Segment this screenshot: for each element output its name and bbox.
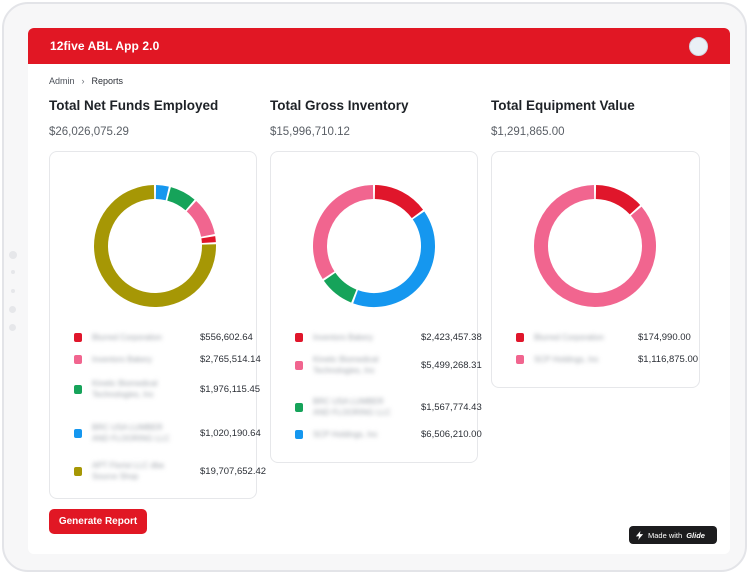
donut-chart: [94, 185, 216, 307]
side-button: [9, 306, 16, 313]
legend-item[interactable]: Blurred Corporation $174,990.00: [516, 332, 695, 343]
legend-swatch: [74, 333, 82, 342]
generate-report-button[interactable]: Generate Report: [49, 509, 147, 534]
legend-swatch: [74, 428, 82, 438]
breadcrumb-current: Reports: [91, 76, 124, 86]
donut-slice[interactable]: [166, 187, 195, 211]
legend-amount: $174,990.00: [638, 332, 691, 343]
chevron-right-icon: ›: [81, 76, 85, 86]
side-button: [11, 270, 15, 274]
donut-slice[interactable]: [534, 185, 656, 307]
side-button: [11, 289, 15, 293]
legend-swatch: [516, 355, 524, 364]
legend-amount: $1,116,875.00: [638, 354, 699, 365]
legend-amount: $6,506,210.00: [421, 429, 482, 440]
legend-name: BRC USA LUMBER AND FLOORING LLC: [313, 397, 391, 417]
bolt-icon: [635, 530, 644, 540]
legend-amount: $556,602.64: [200, 332, 253, 343]
legend-item[interactable]: Kinetic Biomedical Technologies, Inc $5,4…: [295, 354, 482, 376]
legend-amount: $1,020,190.64: [200, 427, 261, 439]
made-with-glide-badge[interactable]: Made with Glide: [629, 526, 717, 544]
legend-item[interactable]: APT Florist LLC dba Source Shop $19,707,6…: [74, 460, 266, 482]
app-header: 12five ABL App 2.0: [28, 28, 730, 64]
side-button: [9, 251, 17, 259]
report-card: Blurred Corporation $174,990.00 SCP Holdin…: [491, 151, 700, 388]
donut-slice[interactable]: [186, 200, 215, 238]
badge-brand: Glide: [686, 530, 705, 540]
donut-slice[interactable]: [201, 236, 216, 244]
legend-swatch: [295, 333, 303, 342]
legend-amount: $2,765,514.14: [200, 354, 261, 365]
user-avatar[interactable]: [689, 37, 708, 56]
report-title: Total Equipment Value: [491, 98, 635, 113]
donut-slice[interactable]: [353, 211, 435, 307]
report-total-value: $26,026,075.29: [49, 126, 129, 138]
legend-swatch: [74, 466, 82, 476]
report-card: Inventors Bakery $2,423,457.38 Kinetic Bio…: [270, 151, 482, 463]
donut-slice[interactable]: [374, 185, 424, 219]
donut-slice[interactable]: [323, 272, 357, 303]
legend-name: SCP Holdings, Inc: [313, 430, 378, 439]
legend-name: SCP Holdings, Inc: [534, 355, 599, 364]
legend-item[interactable]: Inventors Bakery $2,765,514.14: [74, 354, 261, 365]
legend-name: Blurred Corporation: [534, 333, 604, 342]
app-screen: 12five ABL App 2.0 Admin › Reports Total…: [28, 28, 730, 554]
legend-item[interactable]: BRC USA LUMBER AND FLOORING LLC $1,020,19…: [74, 422, 261, 444]
report-title: Total Gross Inventory: [270, 98, 409, 113]
breadcrumb: Admin › Reports: [49, 76, 123, 86]
side-button: [9, 324, 16, 331]
legend-name: Inventors Bakery: [313, 333, 374, 342]
donut-slice[interactable]: [595, 185, 641, 215]
legend-amount: $19,707,652.42: [200, 465, 267, 477]
donut-slice[interactable]: [313, 185, 374, 280]
legend-amount: $5,499,268.31: [421, 359, 482, 371]
legend-amount: $2,423,457.38: [421, 332, 482, 343]
legend-name: Kinetic Biomedical Technologies, Inc: [313, 355, 379, 375]
legend-item[interactable]: SCP Holdings, Inc $1,116,875.00: [516, 354, 699, 365]
legend-item[interactable]: BRC USA LUMBER AND FLOORING LLC $1,567,77…: [295, 396, 482, 418]
legend-swatch: [295, 430, 303, 439]
app-title: 12five ABL App 2.0: [50, 39, 160, 53]
badge-prefix: Made with: [648, 530, 683, 540]
donut-slice[interactable]: [155, 185, 169, 201]
legend-swatch: [516, 333, 524, 342]
legend-item[interactable]: Kinetic Biomedical Technologies, Inc $1,9…: [74, 378, 260, 400]
legend-name: Kinetic Biomedical Technologies, Inc: [92, 379, 158, 399]
legend-swatch: [295, 360, 303, 370]
report-card: Blurred Corporation $556,602.64 Inventors …: [49, 151, 266, 499]
legend-amount: $1,567,774.43: [421, 401, 482, 413]
legend-swatch: [74, 355, 82, 364]
legend-name: APT Florist LLC dba Source Shop: [92, 461, 164, 481]
donut-chart: [534, 185, 656, 307]
legend-amount: $1,976,115.45: [200, 383, 261, 395]
legend-swatch: [74, 384, 82, 394]
legend-item[interactable]: SCP Holdings, Inc $6,506,210.00: [295, 429, 482, 440]
report-total-value: $15,996,710.12: [270, 126, 350, 138]
donut-chart: [313, 185, 435, 307]
legend-name: Blurred Corporation: [92, 333, 162, 342]
report-total-value: $1,291,865.00: [491, 126, 565, 138]
legend-item[interactable]: Inventors Bakery $2,423,457.38: [295, 332, 482, 343]
legend-swatch: [295, 402, 303, 412]
legend-item[interactable]: Blurred Corporation $556,602.64: [74, 332, 253, 343]
legend-name: Inventors Bakery: [92, 355, 153, 364]
report-title: Total Net Funds Employed: [49, 98, 219, 113]
legend-name: BRC USA LUMBER AND FLOORING LLC: [92, 423, 170, 443]
donut-slice[interactable]: [94, 185, 216, 307]
breadcrumb-admin-link[interactable]: Admin: [49, 76, 75, 86]
